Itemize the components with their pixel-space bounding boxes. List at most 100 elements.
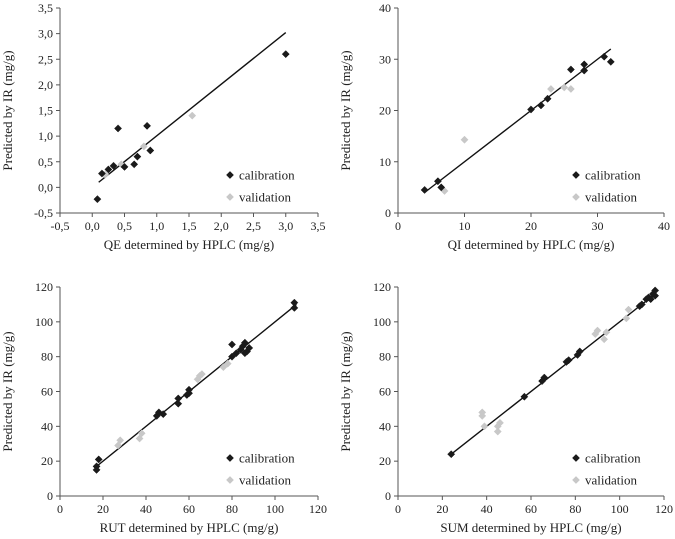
calibration-point: [651, 291, 660, 300]
y-tick-label: 2,5: [38, 52, 53, 66]
x-tick-label: 60: [183, 502, 195, 516]
y-tick-label: 1,5: [38, 104, 53, 118]
calibration-point: [92, 462, 101, 471]
calibration-point: [120, 162, 129, 171]
validation-point: [496, 418, 504, 427]
calibration-point: [580, 66, 589, 75]
y-tick-label: 3,0: [38, 27, 53, 41]
calibration-point: [527, 105, 535, 114]
calibration-point: [447, 450, 456, 459]
validation-point: [116, 436, 125, 445]
validation-point: [602, 328, 611, 337]
x-tick-label: 40: [140, 502, 152, 516]
x-tick-label: 60: [525, 502, 537, 516]
x-tick-label: 3,5: [311, 219, 326, 233]
calibration-point: [130, 160, 139, 169]
y-tick-label: 40: [379, 419, 391, 433]
x-axis-title: RUT determined by HPLC (mg/g): [100, 520, 279, 535]
chart-1: -0,5 0,0 0,5 1,0 1,5 2,0 2,5 3,0 3,5 -0,5 0,0 0,5 1,…: [0, 1, 326, 252]
x-axis-title: QE determined by HPLC (mg/g): [104, 237, 274, 252]
y-tick-label: 0: [47, 489, 53, 503]
calibration-point: [281, 50, 290, 59]
regression-line: [96, 303, 297, 467]
x-tick-label: -0,5: [51, 219, 70, 233]
validation-point: [624, 305, 633, 314]
calibration-point: [600, 52, 609, 61]
legend-validation-label: validation: [585, 473, 637, 488]
y-tick-label: 0: [385, 489, 391, 503]
legend-calibration-label: calibration: [585, 451, 641, 466]
x-tick-label: 40: [481, 502, 493, 516]
x-tick-label: 0: [395, 502, 401, 516]
y-tick-label: 40: [379, 1, 391, 15]
calibration-point: [104, 165, 113, 174]
x-tick-label: 2,5: [246, 219, 261, 233]
y-axis-title: Predicted by IR (mg/g): [0, 331, 15, 451]
calibration-point: [97, 169, 106, 178]
legend-validation-marker: [226, 193, 234, 201]
calibration-point: [143, 121, 152, 130]
calibration-point: [540, 373, 549, 382]
validation-point: [137, 429, 146, 438]
validation-point: [478, 408, 487, 417]
x-tick-label: 0: [395, 219, 401, 233]
x-tick-label: 1,0: [149, 219, 164, 233]
calibration-point: [228, 340, 236, 349]
y-tick-label: 40: [41, 419, 53, 433]
y-tick-label: 80: [41, 350, 53, 364]
calibration-point: [228, 352, 236, 361]
validation-point: [560, 83, 569, 92]
x-tick-label: 80: [569, 502, 581, 516]
x-axis-title: QI determined by HPLC (mg/g): [448, 237, 615, 252]
validation-point: [593, 326, 602, 335]
x-tick-label: 120: [309, 502, 327, 516]
y-tick-label: 100: [35, 315, 53, 329]
calibration-point: [174, 399, 183, 408]
calibration-point: [566, 65, 575, 74]
validation-point: [139, 142, 148, 151]
calibration-point: [114, 124, 123, 133]
legend-calibration-label: calibration: [239, 168, 295, 183]
chart-4: 0 20 40 60 80 100 120 0 20 40 60 80 100 120 SUM determ…: [338, 280, 673, 535]
x-tick-label: 120: [655, 502, 673, 516]
legend-calibration-label: calibration: [239, 451, 295, 466]
y-tick-label: 30: [379, 52, 391, 66]
legend-calibration-marker: [572, 171, 580, 179]
legend-validation-label: validation: [585, 190, 637, 205]
x-tick-label: 40: [658, 219, 670, 233]
validation-point: [546, 85, 555, 93]
x-tick-label: 2,0: [214, 219, 229, 233]
legend-validation-marker: [572, 193, 580, 201]
x-tick-label: 20: [97, 502, 109, 516]
validation-point: [223, 359, 232, 368]
calibration-point: [174, 394, 183, 403]
y-tick-label: 20: [41, 454, 53, 468]
y-tick-label: 100: [373, 315, 391, 329]
x-tick-label: 100: [611, 502, 629, 516]
legend-validation-marker: [226, 476, 234, 484]
calibration-point: [433, 177, 442, 186]
calibration-point: [94, 455, 103, 464]
calibration-point: [580, 60, 589, 69]
validation-point: [219, 363, 228, 372]
validation-point: [566, 85, 575, 93]
calibration-point: [543, 94, 552, 103]
y-tick-label: 80: [379, 350, 391, 364]
x-tick-label: 0: [57, 502, 63, 516]
x-tick-label: 20: [436, 502, 448, 516]
y-tick-label: 0,0: [38, 180, 53, 194]
chart-3: 0 20 40 60 80 100 120 0 20 40 60 80 100 120 RUT determ…: [0, 280, 327, 535]
calibration-point: [290, 303, 299, 312]
validation-point: [197, 370, 206, 379]
y-axis-title: Predicted by IR (mg/g): [0, 50, 15, 170]
validation-point: [117, 160, 126, 169]
legend-calibration-label: calibration: [585, 168, 641, 183]
calibration-point: [133, 152, 142, 161]
regression-line: [98, 32, 287, 183]
y-tick-label: 1,0: [38, 129, 53, 143]
y-tick-label: 20: [379, 454, 391, 468]
calibration-point: [240, 338, 249, 347]
x-tick-label: 0,5: [117, 219, 132, 233]
validation-point: [622, 314, 631, 323]
